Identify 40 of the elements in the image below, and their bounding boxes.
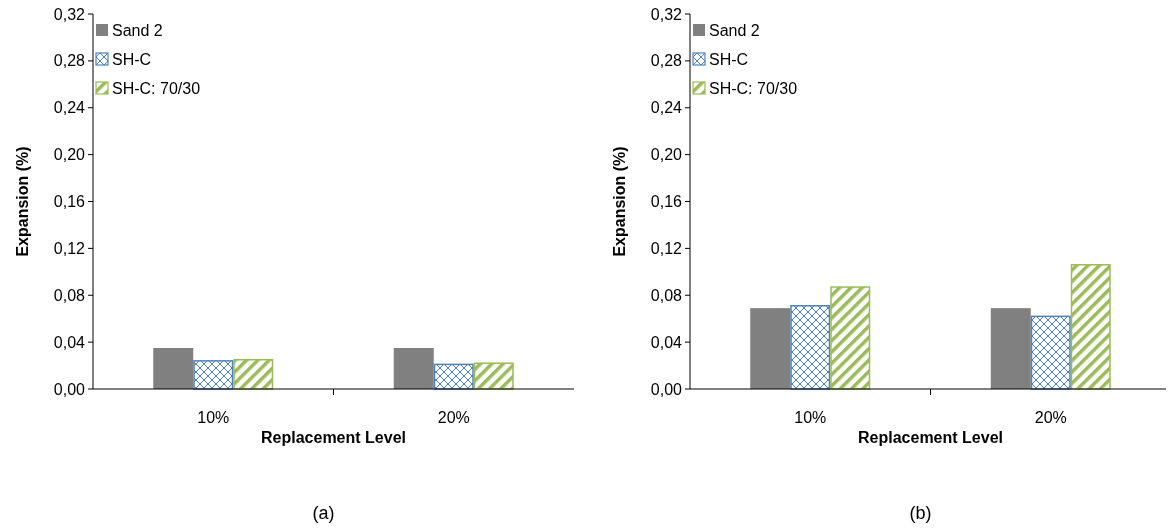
y-tick-label: 0,16 bbox=[53, 193, 86, 211]
legend-label: SH-C bbox=[112, 50, 152, 68]
legend-label: SH-C: 70/30 bbox=[112, 79, 201, 97]
y-tick-label: 0,24 bbox=[53, 99, 86, 117]
x-tick-label: 10% bbox=[794, 409, 827, 426]
bar bbox=[1030, 315, 1071, 390]
x-tick-label: 10% bbox=[197, 409, 230, 426]
y-tick-label: 0,08 bbox=[650, 286, 683, 304]
y-tick-label: 0,28 bbox=[650, 52, 683, 70]
y-tick-label: 0,24 bbox=[650, 99, 683, 117]
bar bbox=[990, 308, 1031, 389]
y-tick-label: 0,04 bbox=[650, 333, 683, 351]
legend-label: SH-C: 70/30 bbox=[709, 79, 798, 97]
text: (a) bbox=[312, 503, 335, 523]
y-tick-label: 0,08 bbox=[53, 286, 86, 304]
y-tick-label: 0,00 bbox=[53, 380, 86, 398]
y-tick-label: 0,32 bbox=[53, 5, 86, 23]
x-axis-title: Replacement Level bbox=[858, 429, 1003, 446]
y-tick-label: 0,12 bbox=[650, 239, 683, 257]
legend-label: Sand 2 bbox=[112, 21, 163, 39]
y-tick-label: 0,20 bbox=[53, 146, 86, 164]
bar bbox=[1070, 264, 1111, 390]
bar bbox=[830, 286, 871, 390]
y-tick-label: 0,12 bbox=[53, 239, 86, 257]
legend-label: Sand 2 bbox=[709, 21, 760, 39]
y-tick-label: 0,32 bbox=[650, 5, 683, 23]
x-axis-title: Replacement Level bbox=[261, 429, 406, 446]
bar bbox=[750, 308, 791, 389]
x-tick-label: 20% bbox=[1034, 409, 1067, 426]
bar bbox=[790, 305, 831, 390]
y-axis-title: Expansion (%) bbox=[611, 146, 628, 257]
y-tick-label: 0,00 bbox=[650, 380, 683, 398]
x-tick-label: 20% bbox=[437, 409, 470, 426]
y-tick-label: 0,20 bbox=[650, 146, 683, 164]
y-tick-label: 0,04 bbox=[53, 333, 86, 351]
y-tick-label: 0,28 bbox=[53, 52, 86, 70]
text: (b) bbox=[909, 503, 932, 523]
y-axis-title: Expansion (%) bbox=[14, 146, 31, 257]
legend-label: SH-C bbox=[709, 50, 749, 68]
y-tick-label: 0,16 bbox=[650, 193, 683, 211]
